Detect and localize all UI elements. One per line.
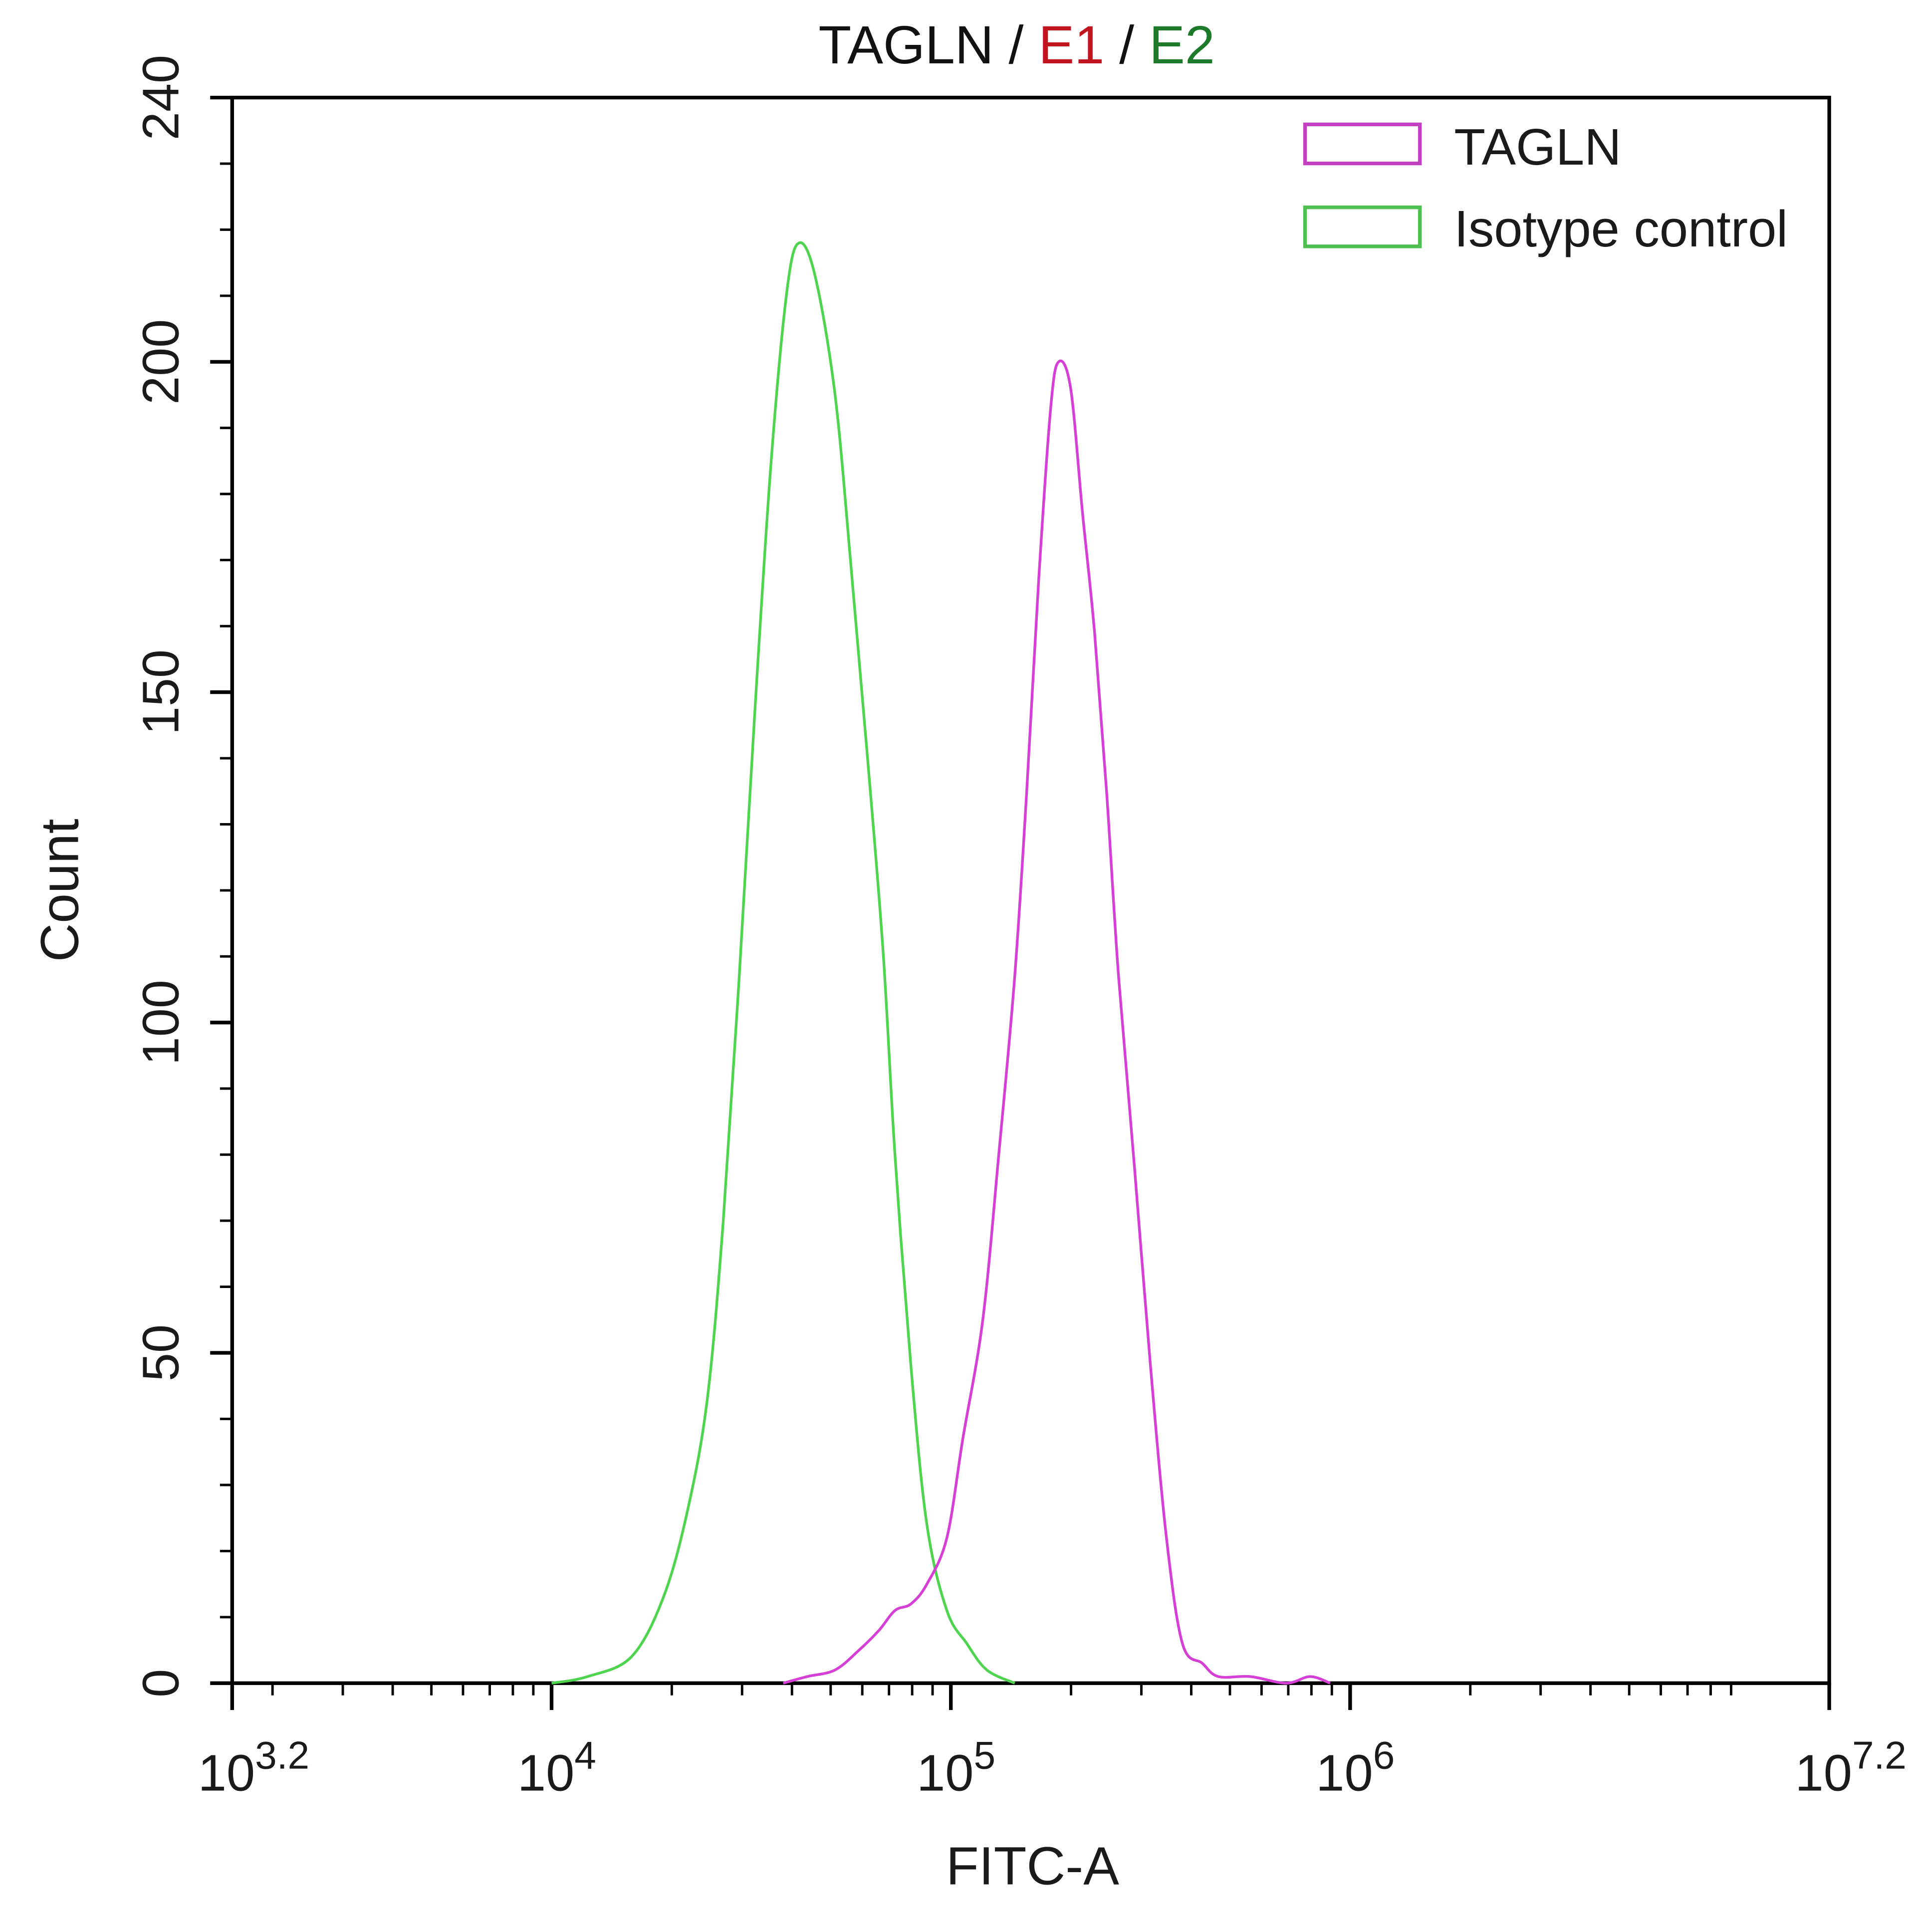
chart-title: TAGLN / E1 / E2 bbox=[818, 15, 1214, 75]
y-tick-label: 150 bbox=[132, 649, 189, 735]
x-tick-label: 107.2 bbox=[1795, 1733, 1907, 1801]
y-axis-ticks: 0 50 100 150 200 240 bbox=[132, 55, 233, 1698]
y-tick-label: 0 bbox=[132, 1669, 189, 1698]
x-tick-label: 105 bbox=[917, 1733, 995, 1801]
legend-label-tagln: TAGLN bbox=[1454, 118, 1621, 176]
legend-swatch-isotype-control bbox=[1303, 205, 1422, 248]
legend: TAGLN Isotype control bbox=[1303, 118, 1788, 257]
y-tick-label: 200 bbox=[132, 319, 189, 405]
plot-frame bbox=[230, 95, 1831, 1685]
y-tick-label: 100 bbox=[132, 980, 189, 1065]
tagln-curve bbox=[782, 359, 1331, 1685]
y-axis-label: Count bbox=[30, 819, 90, 962]
x-tick-label: 106 bbox=[1316, 1733, 1395, 1801]
legend-swatch-tagln bbox=[1303, 122, 1422, 166]
x-axis-ticks: 103.2 104 105 106 107.2 bbox=[198, 1683, 1907, 1801]
x-tick-label: 104 bbox=[517, 1733, 596, 1801]
x-tick-label: 103.2 bbox=[198, 1733, 309, 1801]
x-axis-label: FITC-A bbox=[946, 1836, 1119, 1896]
y-tick-label: 50 bbox=[132, 1324, 189, 1381]
y-tick-label: 240 bbox=[132, 55, 189, 140]
legend-label-isotype-control: Isotype control bbox=[1454, 200, 1788, 257]
isotype-control-curve bbox=[551, 241, 1015, 1685]
